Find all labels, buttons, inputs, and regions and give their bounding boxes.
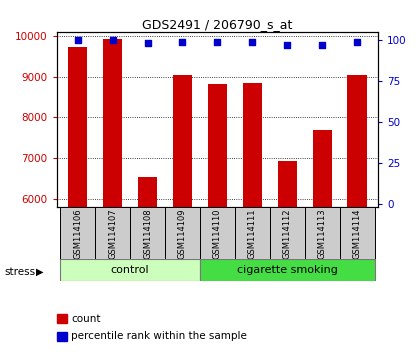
Text: GSM114108: GSM114108 — [143, 208, 152, 259]
Title: GDS2491 / 206790_s_at: GDS2491 / 206790_s_at — [142, 18, 293, 31]
Bar — [165, 207, 200, 260]
Point — [249, 39, 256, 45]
Point — [179, 39, 186, 45]
Bar — [60, 259, 200, 281]
Text: stress: stress — [4, 267, 35, 277]
Text: ▶: ▶ — [36, 267, 43, 277]
Bar — [138, 177, 157, 207]
Text: GSM114107: GSM114107 — [108, 208, 117, 259]
Bar — [235, 207, 270, 260]
Bar — [173, 75, 192, 207]
Bar — [347, 75, 367, 207]
Bar — [200, 259, 375, 281]
Bar — [278, 161, 297, 207]
Text: control: control — [111, 266, 150, 275]
Text: GSM114110: GSM114110 — [213, 209, 222, 259]
Bar — [243, 83, 262, 207]
Point — [74, 37, 81, 43]
Text: GSM114114: GSM114114 — [352, 209, 362, 259]
Point — [284, 42, 291, 48]
Point — [214, 39, 221, 45]
Point — [144, 40, 151, 46]
Point — [319, 42, 326, 48]
Bar — [312, 131, 332, 207]
Bar — [200, 207, 235, 260]
Bar — [208, 84, 227, 207]
Bar — [68, 47, 87, 207]
Bar — [60, 207, 95, 260]
Bar — [304, 207, 340, 260]
Text: count: count — [71, 314, 101, 324]
Text: cigarette smoking: cigarette smoking — [237, 266, 338, 275]
Text: GSM114109: GSM114109 — [178, 209, 187, 259]
Bar — [103, 39, 122, 207]
Bar — [130, 207, 165, 260]
Text: GSM114111: GSM114111 — [248, 209, 257, 259]
Bar — [270, 207, 304, 260]
Bar — [95, 207, 130, 260]
Text: GSM114112: GSM114112 — [283, 209, 292, 259]
Text: percentile rank within the sample: percentile rank within the sample — [71, 331, 247, 341]
Point — [354, 39, 360, 45]
Point — [109, 37, 116, 43]
Bar — [340, 207, 375, 260]
Text: GSM114106: GSM114106 — [73, 208, 82, 259]
Text: GSM114113: GSM114113 — [318, 208, 327, 259]
